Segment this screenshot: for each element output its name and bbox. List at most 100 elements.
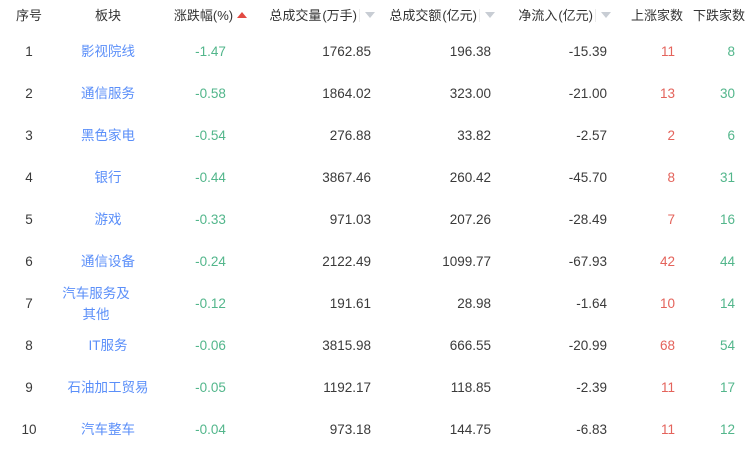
header-divider bbox=[479, 8, 480, 22]
cell-sector[interactable]: 影视院线 bbox=[58, 30, 158, 73]
cell-turnover-value: 144.75 bbox=[449, 421, 491, 437]
caret-up-icon[interactable] bbox=[237, 12, 248, 18]
cell-volume: 973.18 bbox=[263, 408, 385, 451]
cell-pct-change: -0.54 bbox=[158, 114, 263, 157]
cell-index: 2 bbox=[0, 72, 58, 115]
sector-link[interactable]: 游戏 bbox=[94, 211, 122, 227]
cell-turnover-value: 118.85 bbox=[450, 379, 491, 395]
cell-up-count: 7 bbox=[621, 198, 687, 241]
down-count-value: 17 bbox=[719, 379, 735, 395]
row-index: 2 bbox=[25, 85, 33, 101]
table-row[interactable]: 6 通信设备 -0.24 2122.49 1099.77 -67.93 42 44 bbox=[0, 240, 749, 283]
cell-up-count: 2 bbox=[621, 114, 687, 157]
cell-sector[interactable]: 通信设备 bbox=[58, 240, 158, 283]
down-count-value: 8 bbox=[727, 43, 735, 59]
cell-sector[interactable]: 汽车整车 bbox=[58, 408, 158, 451]
pct-change-value: -0.44 bbox=[195, 169, 226, 185]
cell-turnover-value: 1099.77 bbox=[442, 253, 491, 269]
cell-turnover: 118.85 bbox=[385, 366, 505, 409]
column-label-turnover: 总成交额 bbox=[389, 7, 442, 23]
table-row[interactable]: 2 通信服务 -0.58 1864.02 323.00 -21.00 13 30 bbox=[0, 72, 749, 115]
cell-volume-value: 2122.49 bbox=[322, 253, 371, 269]
table-row[interactable]: 5 游戏 -0.33 971.03 207.26 -28.49 7 16 bbox=[0, 198, 749, 241]
caret-down-icon[interactable] bbox=[601, 12, 611, 18]
down-count-value: 12 bbox=[719, 421, 735, 437]
up-count-value: 7 bbox=[667, 211, 675, 227]
cell-net-inflow-value: -2.39 bbox=[576, 379, 607, 395]
table-row[interactable]: 7 汽车服务及其他 -0.12 191.61 28.98 -1.64 10 14 bbox=[0, 282, 749, 325]
table-row[interactable]: 4 银行 -0.44 3867.46 260.42 -45.70 8 31 bbox=[0, 156, 749, 199]
cell-up-count: 11 bbox=[621, 366, 687, 409]
caret-down-icon[interactable] bbox=[365, 12, 375, 18]
column-label-net-inflow: 净流入 bbox=[518, 7, 558, 23]
sector-link[interactable]: 黑色家电 bbox=[81, 127, 135, 143]
column-header-index: 序号 bbox=[0, 0, 58, 31]
cell-volume-value: 191.61 bbox=[329, 295, 371, 311]
cell-down-count: 31 bbox=[687, 156, 749, 199]
cell-net-inflow-value: -1.64 bbox=[576, 295, 607, 311]
header-divider bbox=[595, 8, 596, 22]
cell-index: 6 bbox=[0, 240, 58, 283]
sector-link[interactable]: 汽车整车 bbox=[81, 421, 135, 437]
column-header-turnover[interactable]: 总成交额 (亿元) bbox=[385, 0, 505, 31]
table-row[interactable]: 1 影视院线 -1.47 1762.85 196.38 -15.39 11 8 bbox=[0, 30, 749, 73]
sector-link[interactable]: 汽车服务及其他 bbox=[62, 285, 130, 322]
cell-net-inflow: -45.70 bbox=[505, 156, 621, 199]
table-row[interactable]: 10 汽车整车 -0.04 973.18 144.75 -6.83 11 12 bbox=[0, 408, 749, 451]
up-count-value: 42 bbox=[659, 253, 675, 269]
pct-change-value: -0.58 bbox=[195, 85, 226, 101]
pct-change-value: -0.05 bbox=[195, 379, 226, 395]
cell-sector[interactable]: IT服务 bbox=[58, 324, 158, 367]
cell-index: 3 bbox=[0, 114, 58, 157]
cell-up-count: 8 bbox=[621, 156, 687, 199]
cell-volume-value: 3867.46 bbox=[322, 169, 371, 185]
cell-net-inflow: -67.93 bbox=[505, 240, 621, 283]
cell-net-inflow-value: -28.49 bbox=[568, 211, 607, 227]
caret-down-icon[interactable] bbox=[485, 12, 495, 18]
cell-sector[interactable]: 通信服务 bbox=[58, 72, 158, 115]
column-header-net-inflow[interactable]: 净流入 (亿元) bbox=[505, 0, 621, 31]
down-count-value: 14 bbox=[719, 295, 735, 311]
column-label-down-count: 下跌家数 bbox=[692, 7, 745, 23]
cell-sector[interactable]: 银行 bbox=[58, 156, 158, 199]
row-index: 7 bbox=[25, 295, 33, 311]
cell-pct-change: -1.47 bbox=[158, 30, 263, 73]
cell-index: 4 bbox=[0, 156, 58, 199]
cell-volume-value: 1192.17 bbox=[323, 379, 371, 395]
sector-link[interactable]: 影视院线 bbox=[81, 43, 135, 59]
cell-volume: 3815.98 bbox=[263, 324, 385, 367]
column-header-sector: 板块 bbox=[58, 0, 158, 31]
table-body: 1 影视院线 -1.47 1762.85 196.38 -15.39 11 8 2 通信服务 -0.… bbox=[0, 30, 749, 451]
down-count-value: 6 bbox=[727, 127, 735, 143]
sector-link[interactable]: IT服务 bbox=[88, 337, 128, 353]
down-count-value: 30 bbox=[719, 85, 735, 101]
cell-down-count: 16 bbox=[687, 198, 749, 241]
sector-link[interactable]: 通信服务 bbox=[81, 85, 135, 101]
cell-sector[interactable]: 游戏 bbox=[58, 198, 158, 241]
cell-turnover-value: 33.82 bbox=[457, 127, 491, 143]
cell-net-inflow-value: -6.83 bbox=[576, 421, 607, 437]
row-index: 8 bbox=[25, 337, 33, 353]
row-index: 9 bbox=[25, 379, 33, 395]
table-row[interactable]: 3 黑色家电 -0.54 276.88 33.82 -2.57 2 6 bbox=[0, 114, 749, 157]
cell-index: 1 bbox=[0, 30, 58, 73]
sector-link[interactable]: 银行 bbox=[94, 169, 122, 185]
up-count-value: 11 bbox=[660, 421, 675, 437]
table-row[interactable]: 8 IT服务 -0.06 3815.98 666.55 -20.99 68 54 bbox=[0, 324, 749, 367]
cell-sector[interactable]: 黑色家电 bbox=[58, 114, 158, 157]
cell-net-inflow: -6.83 bbox=[505, 408, 621, 451]
sector-link[interactable]: 通信设备 bbox=[81, 253, 135, 269]
pct-change-value: -0.54 bbox=[195, 127, 226, 143]
cell-volume-value: 973.18 bbox=[329, 421, 371, 437]
cell-sector[interactable]: 石油加工贸易 bbox=[58, 366, 158, 409]
cell-sector[interactable]: 汽车服务及其他 bbox=[58, 282, 158, 325]
column-header-pct-change[interactable]: 涨跌幅(%) bbox=[158, 0, 263, 31]
column-header-volume[interactable]: 总成交量 (万手) bbox=[263, 0, 385, 31]
cell-turnover-value: 196.38 bbox=[449, 43, 491, 59]
column-unit-turnover: (亿元) bbox=[442, 7, 477, 23]
cell-up-count: 68 bbox=[621, 324, 687, 367]
table-row[interactable]: 9 石油加工贸易 -0.05 1192.17 118.85 -2.39 11 17 bbox=[0, 366, 749, 409]
cell-net-inflow-value: -45.70 bbox=[568, 169, 607, 185]
sector-link[interactable]: 石油加工贸易 bbox=[67, 379, 149, 395]
up-count-value: 68 bbox=[659, 337, 675, 353]
